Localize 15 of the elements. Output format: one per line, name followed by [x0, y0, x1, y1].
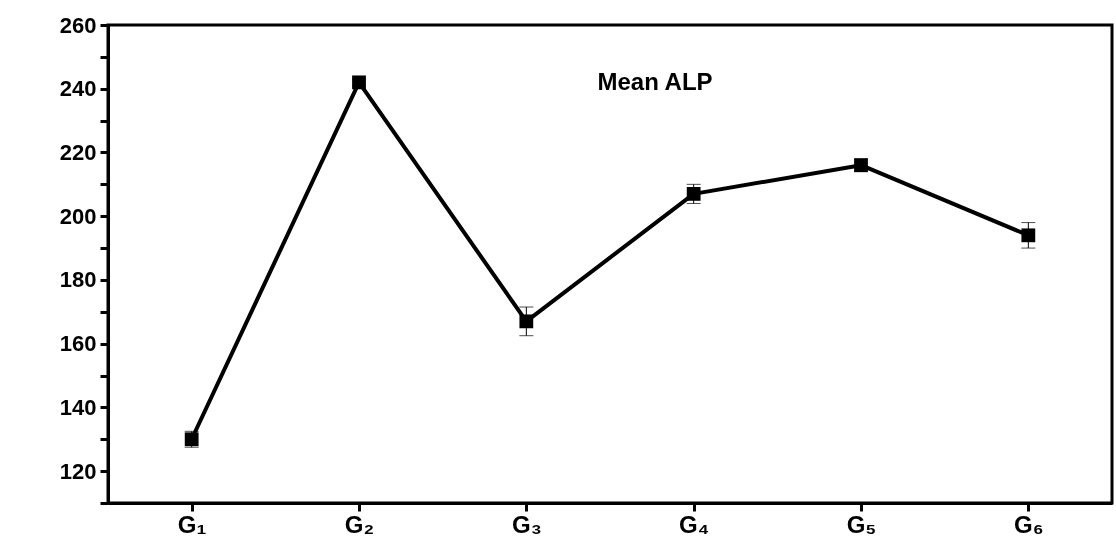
- y-tick-label: 260: [59, 12, 97, 38]
- x-tick-label: G₂: [344, 510, 375, 538]
- x-tick-label: G₃: [511, 510, 542, 538]
- x-tick-label: G₁: [177, 510, 207, 538]
- y-tick-label: 120: [59, 458, 97, 484]
- x-tick-label: G₅: [846, 510, 877, 538]
- y-tick-label: 180: [59, 267, 97, 293]
- x-tick-label: G₄: [679, 510, 710, 538]
- annotation: Mean ALP: [597, 68, 713, 95]
- x-tick-label: G₆: [1014, 510, 1044, 538]
- y-tick-label: 140: [59, 394, 97, 420]
- y-tick-label: 220: [59, 139, 97, 165]
- y-tick-label: 160: [59, 331, 97, 357]
- y-tick-label: 200: [59, 203, 97, 229]
- y-tick-label: 240: [59, 76, 97, 102]
